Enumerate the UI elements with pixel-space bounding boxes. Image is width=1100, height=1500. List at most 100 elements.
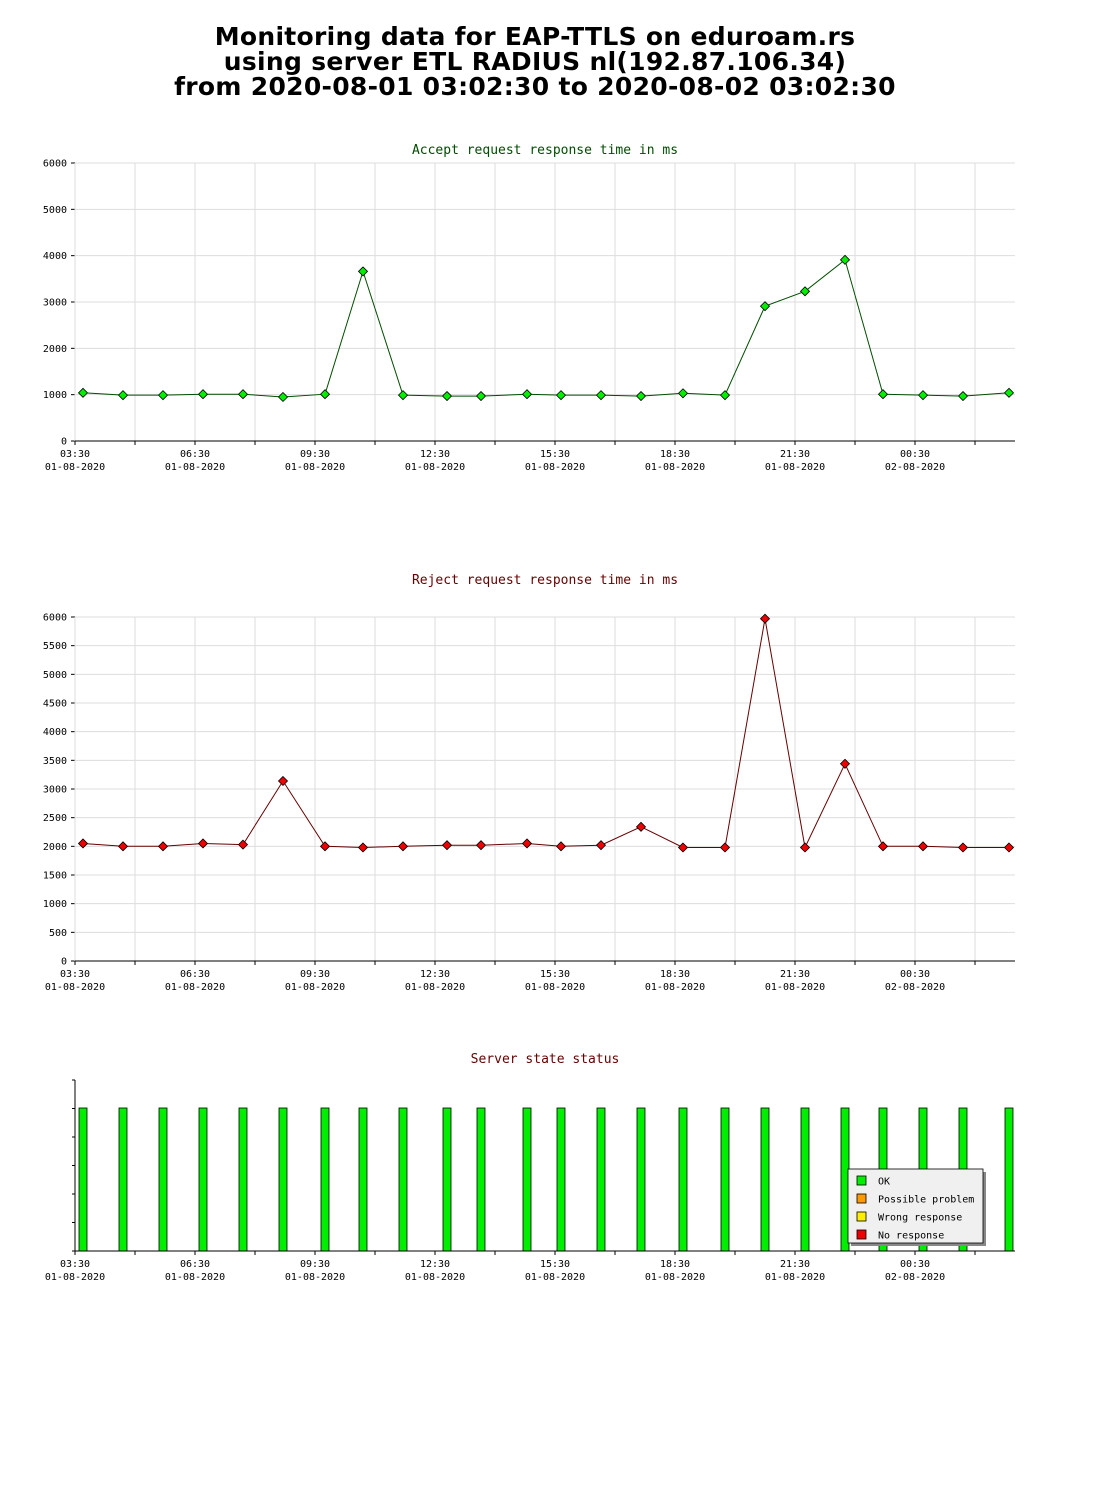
x-tick-label-time: 15:30 [540,969,570,980]
data-point [157,390,169,401]
data-point [677,842,689,853]
status-bar [78,1107,88,1252]
data-point [595,390,607,401]
y-tick-label: 4000 [43,251,67,262]
x-tick-label-date: 01-08-2020 [645,982,705,993]
data-point [799,286,811,297]
x-tick-label-time: 12:30 [420,1259,450,1270]
data-point [957,390,969,402]
data-point [117,390,129,401]
x-tick-label-date: 01-08-2020 [405,982,465,993]
x-tick-label-time: 12:30 [420,969,450,980]
data-point [441,390,453,402]
x-tick-label-date: 01-08-2020 [45,462,105,473]
data-point [877,841,889,852]
x-tick-label-date: 01-08-2020 [165,1272,225,1283]
legend-swatch [856,1211,867,1222]
data-point [197,838,209,849]
series-line [82,258,1010,398]
data-point [521,389,533,400]
status-bar [800,1107,810,1252]
x-tick-label-date: 01-08-2020 [765,1272,825,1283]
x-tick-label-time: 03:30 [60,1259,90,1270]
x-tick-label-time: 00:30 [900,1259,930,1270]
status-bar [118,1107,128,1252]
data-point [357,266,369,277]
y-tick-label: 5500 [43,641,67,652]
x-tick-label-time: 00:30 [900,449,930,460]
x-tick-label-date: 01-08-2020 [525,1272,585,1283]
x-tick-label-time: 03:30 [60,449,90,460]
data-point [759,613,771,624]
x-tick-label-date: 01-08-2020 [45,982,105,993]
x-tick-label-time: 09:30 [300,969,330,980]
data-point [117,841,129,852]
x-tick-label-date: 02-08-2020 [885,462,945,473]
accept-response-chart: Accept request response time in ms 0 1000 2… [43,143,1015,473]
status-bar [442,1107,452,1252]
data-point [157,841,169,852]
x-tick-label-time: 15:30 [540,1259,570,1270]
data-point [635,821,647,832]
server-status-chart: Server state status 03:30 01-08-2020 06:30 0… [45,1052,1015,1283]
data-point [197,389,209,400]
status-bar [198,1107,208,1252]
data-point [839,254,851,265]
status-bar [358,1107,368,1252]
title-line-1: Monitoring data for EAP-TTLS on eduroam.… [214,22,856,51]
y-tick-label: 2500 [43,813,67,824]
x-tick-label-time: 18:30 [660,449,690,460]
x-tick-label-date: 01-08-2020 [285,1272,345,1283]
data-point [319,841,331,852]
x-tick-label-time: 21:30 [780,1259,810,1270]
x-tick-label-date: 01-08-2020 [405,462,465,473]
status-bar [596,1107,606,1252]
x-tick-label-date: 02-08-2020 [885,982,945,993]
status-bar [1004,1107,1014,1252]
x-tick-label-date: 01-08-2020 [285,982,345,993]
data-point [759,301,771,312]
title-line-3: from 2020-08-01 03:02:30 to 2020-08-02 0… [174,72,896,101]
y-tick-label: 1000 [43,390,67,401]
data-point [357,842,369,853]
legend-box [847,1168,984,1244]
x-tick-label-time: 18:30 [660,969,690,980]
data-point [595,840,607,851]
y-tick-label: 3000 [43,298,67,309]
status-bar [476,1107,486,1252]
x-tick-label-time: 06:30 [180,1259,210,1270]
data-point [719,842,731,853]
status-bar [760,1107,770,1252]
data-point [77,387,89,398]
data-point [719,390,731,401]
data-point [555,390,567,401]
series-line [82,618,1009,850]
y-tick-label: 2000 [43,842,67,853]
x-tick-label-time: 06:30 [180,969,210,980]
status-bar [238,1107,248,1252]
status-bar [636,1107,646,1252]
x-tick-label-time: 21:30 [780,969,810,980]
data-point [1003,842,1015,853]
x-tick-label-time: 03:30 [60,969,90,980]
status-bar [678,1107,688,1252]
x-tick-label-date: 01-08-2020 [765,982,825,993]
title-line-2: using server ETL RADIUS nl(192.87.106.34… [223,47,847,76]
x-tick-label-date: 01-08-2020 [525,982,585,993]
y-tick-label: 6000 [43,159,67,170]
data-point [277,391,289,403]
data-point [839,758,851,769]
data-point [877,389,889,400]
x-tick-label-date: 01-08-2020 [765,462,825,473]
x-tick-label-date: 01-08-2020 [645,1272,705,1283]
data-point [475,390,487,402]
status-bar [398,1107,408,1252]
legend-swatch [856,1229,867,1240]
y-tick-label: 0 [61,957,67,968]
x-tick-label-time: 06:30 [180,449,210,460]
status-bar [522,1107,532,1252]
legend-label: OK [878,1177,890,1188]
y-tick-label: 3500 [43,756,67,767]
data-point [957,842,969,853]
x-tick-label-date: 01-08-2020 [45,1272,105,1283]
